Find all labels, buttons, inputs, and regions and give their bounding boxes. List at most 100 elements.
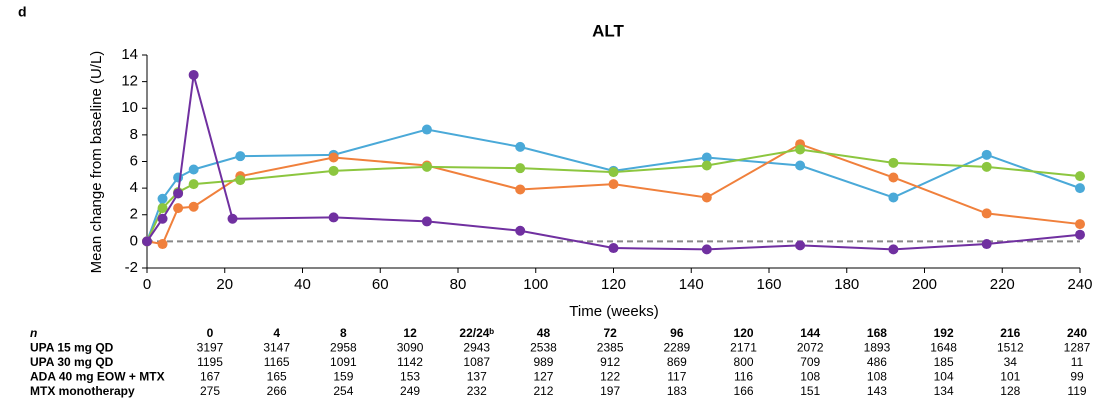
table-cell: 137 xyxy=(467,370,487,384)
table-column-header: 240 xyxy=(1067,326,1087,340)
table-cell: 709 xyxy=(800,355,820,369)
table-cell: 167 xyxy=(200,370,220,384)
data-point xyxy=(888,157,899,168)
table-cell: 108 xyxy=(867,370,887,384)
data-point xyxy=(515,225,526,236)
table-cell: 989 xyxy=(533,355,553,369)
table-cell: 143 xyxy=(867,384,887,398)
table-cell: 800 xyxy=(734,355,754,369)
table-cell: 3090 xyxy=(397,341,424,355)
x-tick-label: 220 xyxy=(990,276,1015,293)
x-tick-label: 80 xyxy=(450,276,467,293)
table-cell: 128 xyxy=(1000,384,1020,398)
table-cell: 153 xyxy=(400,370,420,384)
y-tick-label: 0 xyxy=(130,232,138,249)
data-point xyxy=(188,164,199,175)
x-tick-label: 160 xyxy=(756,276,781,293)
table-cell: 2171 xyxy=(730,341,757,355)
x-tick-label: 240 xyxy=(1067,276,1092,293)
table-cell: 212 xyxy=(533,384,553,398)
x-tick-label: 140 xyxy=(679,276,704,293)
table-column-header: 12 xyxy=(403,326,417,340)
data-point xyxy=(701,152,712,163)
data-point xyxy=(608,243,619,254)
data-point xyxy=(981,239,992,250)
table-column-header: 192 xyxy=(934,326,954,340)
x-tick-label: 120 xyxy=(601,276,626,293)
table-cell: 104 xyxy=(934,370,954,384)
table-column-header: 144 xyxy=(800,326,820,340)
table-cell: 2072 xyxy=(797,341,824,355)
table-header-label: n xyxy=(30,326,37,340)
data-point xyxy=(888,172,899,183)
x-tick-label: 0 xyxy=(143,276,151,293)
table-column-header: 0 xyxy=(207,326,214,340)
table-cell: 1091 xyxy=(330,355,357,369)
data-point xyxy=(142,236,152,247)
data-point xyxy=(1075,183,1085,194)
table-cell: 166 xyxy=(734,384,754,398)
y-axis-label: Mean change from baseline (U/L) xyxy=(88,51,105,274)
table-cell: 197 xyxy=(600,384,620,398)
table-cell: 122 xyxy=(600,370,620,384)
table-column-header: 4 xyxy=(273,326,280,340)
data-point xyxy=(188,179,199,190)
table-cell: 1087 xyxy=(463,355,490,369)
table-cell: 275 xyxy=(200,384,220,398)
table-cell: 3147 xyxy=(263,341,290,355)
table-cell: 912 xyxy=(600,355,620,369)
table-column-header: 120 xyxy=(734,326,754,340)
table-cell: 108 xyxy=(800,370,820,384)
data-point xyxy=(515,163,526,174)
data-point xyxy=(981,149,992,160)
table-cell: 99 xyxy=(1070,370,1084,384)
table-column-header: 72 xyxy=(603,326,617,340)
table-column-header: 22/24ᵇ xyxy=(459,326,494,340)
table-row-label: ADA 40 mg EOW + MTX xyxy=(30,370,165,384)
table-column-header: 216 xyxy=(1000,326,1020,340)
data-point xyxy=(1075,219,1085,230)
data-point xyxy=(701,192,712,203)
data-point xyxy=(157,239,168,250)
table-cell: 117 xyxy=(667,370,686,384)
data-point xyxy=(328,212,339,223)
table-cell: 34 xyxy=(1004,355,1018,369)
table-cell: 127 xyxy=(533,370,553,384)
x-tick-label: 60 xyxy=(372,276,389,293)
table-cell: 2289 xyxy=(663,341,690,355)
data-point xyxy=(515,184,526,195)
x-tick-label: 200 xyxy=(912,276,937,293)
table-cell: 116 xyxy=(734,370,753,384)
data-point xyxy=(795,144,806,155)
table-cell: 486 xyxy=(867,355,887,369)
table-cell: 869 xyxy=(667,355,687,369)
data-point xyxy=(328,152,339,163)
data-point xyxy=(235,175,246,186)
table-cell: 232 xyxy=(467,384,487,398)
data-point xyxy=(235,151,246,162)
data-point xyxy=(173,203,184,214)
data-point xyxy=(608,179,619,190)
data-point xyxy=(188,201,199,212)
data-point xyxy=(981,208,992,219)
table-cell: 101 xyxy=(1000,370,1020,384)
y-tick-label: 8 xyxy=(130,126,138,143)
x-tick-label: 20 xyxy=(216,276,233,293)
table-cell: 119 xyxy=(1067,384,1086,398)
table-column-header: 168 xyxy=(867,326,887,340)
table-cell: 1648 xyxy=(930,341,957,355)
table-column-header: 48 xyxy=(537,326,551,340)
y-tick-label: 4 xyxy=(130,179,138,196)
data-point xyxy=(173,188,184,199)
table-cell: 165 xyxy=(267,370,287,384)
x-tick-label: 180 xyxy=(834,276,859,293)
series-line xyxy=(146,74,1081,251)
table-cell: 183 xyxy=(667,384,687,398)
table-cell: 249 xyxy=(400,384,420,398)
table-cell: 2958 xyxy=(330,341,357,355)
y-tick-label: 12 xyxy=(121,73,138,90)
data-point xyxy=(188,69,199,80)
table-cell: 151 xyxy=(800,384,820,398)
data-point xyxy=(888,192,899,203)
